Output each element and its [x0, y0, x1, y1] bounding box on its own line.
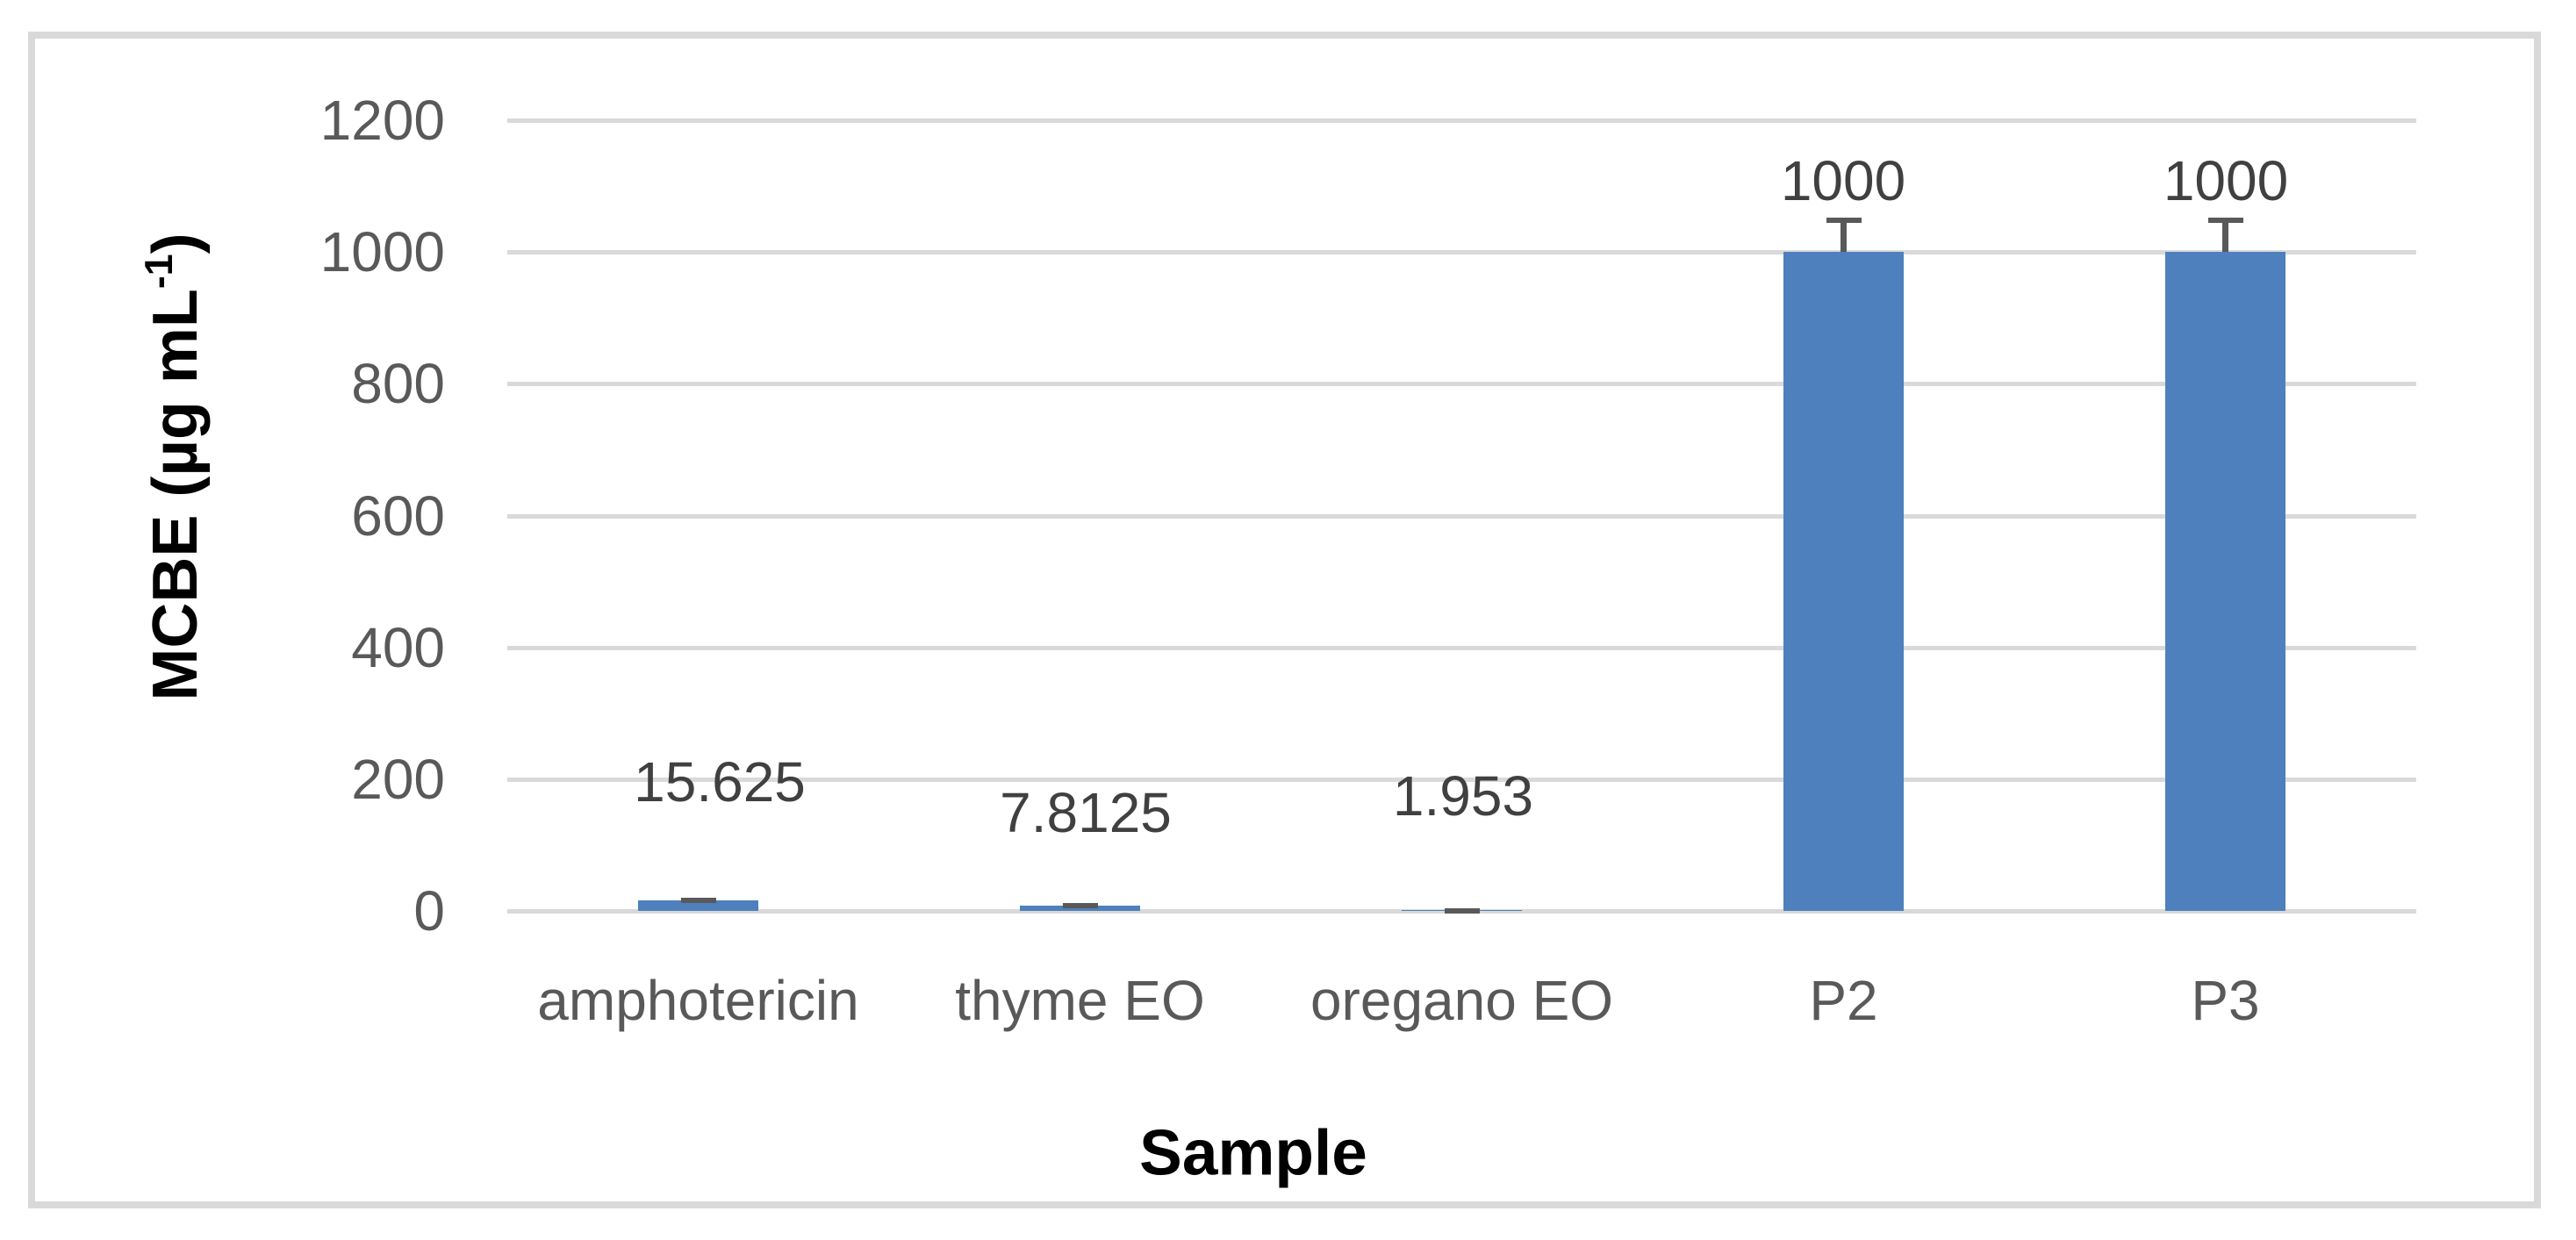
- data-label-p3: 1000: [2163, 149, 2289, 212]
- x-category-label-thyme-eo: thyme EO: [955, 969, 1205, 1032]
- y-axis-tick-label: 1200: [319, 89, 445, 152]
- y-axis-tick-label: 200: [351, 747, 445, 811]
- data-label-oregano-eo: 1.953: [1392, 764, 1534, 828]
- y-gridline: [507, 250, 2416, 254]
- error-bar-cap: [1445, 908, 1480, 914]
- error-bar-cap: [681, 898, 716, 903]
- bar-amphotericin: [638, 900, 758, 911]
- error-bar-stem: [2222, 218, 2228, 252]
- bar-thyme-eo: [1020, 906, 1140, 911]
- error-bar-stem: [1841, 218, 1847, 252]
- y-axis-title-suffix: ): [140, 233, 211, 254]
- y-axis-tick-label: 0: [413, 879, 445, 943]
- y-axis-title-prefix: MCBE (µg mL: [140, 289, 211, 701]
- error-bar-cap: [1826, 218, 1862, 223]
- y-gridline: [507, 382, 2416, 386]
- y-axis-title: MCBE (µg mL-1): [138, 233, 212, 701]
- data-label-thyme-eo: 7.8125: [1000, 781, 1172, 844]
- y-axis-tick-label: 600: [351, 484, 445, 548]
- x-category-label-amphotericin: amphotericin: [537, 969, 859, 1032]
- y-axis-title-superscript: -1: [138, 254, 181, 290]
- data-label-p2: 1000: [1780, 149, 1906, 212]
- y-gridline: [507, 778, 2416, 782]
- bar-p2: [1783, 252, 1904, 911]
- x-category-label-p2: P2: [1809, 969, 1878, 1032]
- x-category-label-oregano-eo: oregano EO: [1310, 969, 1614, 1032]
- x-axis-title: Sample: [1139, 1117, 1367, 1189]
- x-category-label-p3: P3: [2191, 969, 2260, 1032]
- y-axis-tick-label: 800: [351, 352, 445, 416]
- error-bar-cap: [1063, 903, 1098, 908]
- y-axis-tick-label: 1000: [319, 220, 445, 284]
- y-gridline: [507, 514, 2416, 519]
- y-gridline: [507, 118, 2416, 123]
- chart-border-frame: [28, 32, 2541, 1208]
- error-bar-cap: [2208, 218, 2243, 223]
- y-gridline: [507, 646, 2416, 650]
- y-axis-tick-label: 400: [351, 615, 445, 679]
- data-label-amphotericin: 15.625: [634, 750, 806, 814]
- bar-p3: [2165, 252, 2285, 911]
